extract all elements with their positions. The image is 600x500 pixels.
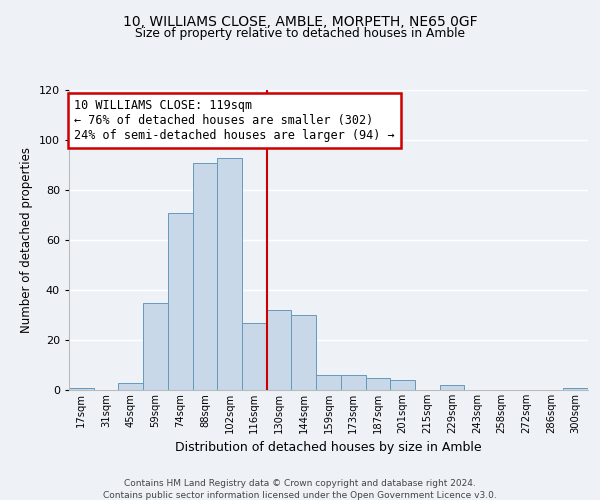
Bar: [242, 322, 267, 390]
X-axis label: Distribution of detached houses by size in Amble: Distribution of detached houses by size …: [175, 442, 482, 454]
Text: 10 WILLIAMS CLOSE: 119sqm
← 76% of detached houses are smaller (302)
24% of semi: 10 WILLIAMS CLOSE: 119sqm ← 76% of detac…: [74, 99, 395, 142]
Bar: [69, 388, 94, 390]
Bar: [168, 212, 193, 390]
Bar: [390, 380, 415, 390]
Bar: [267, 310, 292, 390]
Bar: [341, 375, 365, 390]
Y-axis label: Number of detached properties: Number of detached properties: [20, 147, 33, 333]
Bar: [563, 388, 588, 390]
Text: Contains public sector information licensed under the Open Government Licence v3: Contains public sector information licen…: [103, 491, 497, 500]
Text: 10, WILLIAMS CLOSE, AMBLE, MORPETH, NE65 0GF: 10, WILLIAMS CLOSE, AMBLE, MORPETH, NE65…: [122, 15, 478, 29]
Bar: [316, 375, 341, 390]
Bar: [292, 315, 316, 390]
Text: Size of property relative to detached houses in Amble: Size of property relative to detached ho…: [135, 28, 465, 40]
Text: Contains HM Land Registry data © Crown copyright and database right 2024.: Contains HM Land Registry data © Crown c…: [124, 479, 476, 488]
Bar: [143, 302, 168, 390]
Bar: [217, 158, 242, 390]
Bar: [365, 378, 390, 390]
Bar: [118, 382, 143, 390]
Bar: [193, 162, 217, 390]
Bar: [440, 385, 464, 390]
